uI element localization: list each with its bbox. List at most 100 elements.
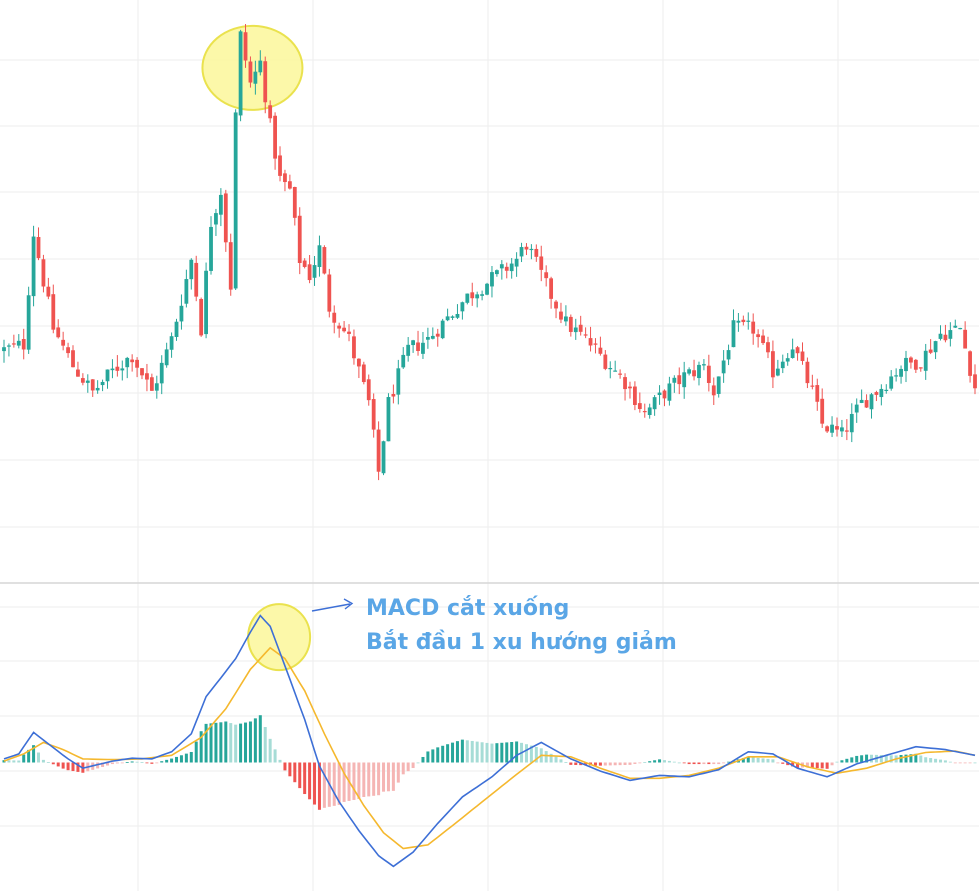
- macd-histogram-bar: [56, 762, 60, 767]
- macd-histogram-bar: [938, 759, 942, 763]
- candle-body: [830, 424, 834, 433]
- candle-body: [149, 377, 154, 391]
- macd-histogram-bar: [288, 762, 292, 777]
- macd-histogram-bar: [953, 762, 957, 764]
- macd-histogram-bar: [633, 762, 637, 764]
- candle-body: [864, 400, 869, 408]
- candle-body: [154, 383, 159, 391]
- candle-body: [716, 376, 721, 394]
- candle-body: [672, 377, 677, 383]
- macd-histogram-bar: [860, 755, 864, 763]
- macd-histogram-bar: [115, 762, 119, 764]
- candle-body: [499, 264, 504, 269]
- candle-body: [223, 193, 228, 243]
- macd-histogram-bar: [584, 762, 588, 766]
- macd-histogram-bar: [741, 758, 745, 763]
- candle-body: [322, 247, 327, 274]
- macd-histogram-bar: [194, 741, 198, 763]
- macd-histogram-bar: [293, 762, 297, 783]
- candle-body: [263, 61, 268, 103]
- candle-body: [628, 386, 632, 389]
- macd-histogram-bar: [41, 759, 45, 763]
- candle-body: [598, 347, 603, 354]
- macd-histogram-bar: [766, 758, 770, 763]
- candle-body: [115, 366, 120, 371]
- candle-body: [80, 378, 85, 383]
- candle-body: [657, 392, 662, 396]
- candle-body: [652, 397, 657, 410]
- macd-histogram-bar: [815, 762, 819, 769]
- candle-body: [287, 181, 292, 189]
- macd-histogram-bar: [889, 755, 893, 763]
- candle-body: [233, 112, 238, 289]
- macd-histogram-bar: [273, 749, 277, 763]
- macd-histogram-bar: [781, 762, 785, 764]
- macd-histogram-bar: [150, 762, 154, 764]
- candle-body: [958, 327, 963, 330]
- macd-histogram-bar: [426, 751, 430, 763]
- candle-body: [371, 399, 376, 430]
- macd-histogram-bar: [702, 762, 706, 765]
- candle-body: [258, 60, 263, 73]
- macd-histogram-bar: [727, 761, 731, 763]
- candle-body: [810, 385, 815, 387]
- macd-histogram-bar: [140, 762, 144, 763]
- candle-body: [844, 430, 849, 432]
- macd-histogram-bar: [830, 762, 834, 766]
- macd-histogram-bar: [416, 762, 420, 764]
- macd-histogram-bar: [751, 757, 755, 763]
- macd-histogram-bar: [165, 759, 169, 763]
- candle-body: [603, 354, 608, 369]
- macd-histogram-bar: [879, 755, 883, 763]
- macd-histogram-bar: [510, 742, 514, 763]
- candle-body: [849, 413, 854, 433]
- macd-histogram-bar: [929, 758, 933, 763]
- macd-histogram-bar: [791, 762, 795, 767]
- candle-body: [662, 390, 667, 399]
- candle-body: [90, 379, 95, 391]
- candle-body: [884, 389, 889, 392]
- macd-histogram-bar: [155, 762, 159, 764]
- candle-body: [347, 331, 351, 334]
- signal-line: [3, 646, 976, 850]
- macd-histogram-bar: [544, 751, 548, 763]
- candle-body: [963, 329, 968, 349]
- macd-histogram-bar: [973, 762, 977, 764]
- candle-body: [820, 398, 825, 424]
- candle-body: [159, 362, 164, 384]
- macd-histogram-bar: [869, 754, 873, 763]
- macd-histogram-bar: [845, 758, 849, 763]
- candle-body: [682, 372, 687, 388]
- candle-body: [430, 335, 435, 339]
- candle-body: [706, 365, 711, 383]
- candle-body: [613, 370, 618, 372]
- macd-histogram-bar: [145, 762, 149, 764]
- candle-body: [795, 347, 800, 354]
- candle-body: [578, 324, 583, 332]
- macd-histogram-bar: [352, 762, 356, 800]
- macd-histogram-bar: [313, 762, 317, 805]
- candle-body: [943, 334, 948, 341]
- candle-body: [825, 426, 830, 432]
- macd-histogram-bar: [534, 746, 538, 763]
- candle-body: [120, 368, 125, 371]
- macd-histogram-bar: [308, 762, 312, 800]
- macd-histogram-bar: [386, 762, 390, 792]
- candle-body: [332, 312, 337, 323]
- candle-body: [391, 393, 396, 397]
- macd-histogram-bar: [239, 723, 243, 763]
- macd-histogram-bar: [130, 761, 134, 763]
- macd-histogram-bar: [209, 723, 213, 763]
- candle-body: [209, 226, 213, 271]
- macd-histogram-bar: [825, 762, 829, 769]
- candle-body: [248, 61, 253, 83]
- macd-histogram-bar: [465, 740, 469, 763]
- macd-histogram-bar: [224, 721, 228, 763]
- candle-body: [913, 359, 918, 370]
- macd-histogram-bar: [958, 762, 962, 764]
- macd-histogram-bar: [342, 762, 346, 802]
- macd-histogram-bar: [46, 762, 50, 763]
- macd-histogram-bar: [357, 762, 361, 799]
- macd-histogram-bar: [569, 762, 573, 765]
- macd-histogram-bar: [934, 758, 938, 763]
